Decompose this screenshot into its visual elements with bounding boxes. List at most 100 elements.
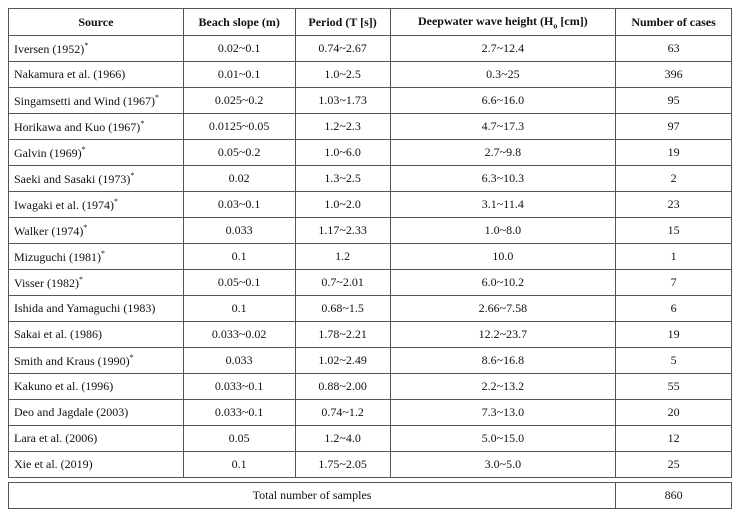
- footnote-mark: *: [154, 92, 159, 102]
- period-cell: 1.2: [294, 243, 391, 270]
- table-row: Nakamura et al. (1966) 0.01~0.1 1.0~2.5 0.3…: [8, 61, 732, 88]
- cases-cell: 20: [615, 399, 732, 426]
- cases-cell: 95: [615, 87, 732, 114]
- height-cell: 0.3~25: [389, 61, 617, 88]
- cases-cell: 97: [615, 113, 732, 140]
- period-cell: 1.03~1.73: [294, 87, 391, 114]
- height-cell: 3.1~11.4: [389, 191, 617, 218]
- slope-cell: 0.033~0.1: [182, 399, 296, 426]
- cases-cell: 19: [615, 321, 732, 348]
- height-cell: 5.0~15.0: [389, 425, 617, 452]
- footnote-mark: *: [113, 196, 118, 206]
- table-body: Iversen (1952)* 0.02~0.1 0.74~2.67 2.7~12.4…: [7, 35, 732, 509]
- source-cell: Ishida and Yamaguchi (1983): [8, 295, 184, 322]
- source-cell: Deo and Jagdale (2003): [8, 399, 184, 426]
- period-cell: 0.7~2.01: [294, 269, 391, 296]
- table-row: Singamsetti and Wind (1967)* 0.025~0.2 1.0…: [8, 87, 732, 114]
- table-row: Deo and Jagdale (2003) 0.033~0.1 0.74~1.2 7…: [8, 399, 732, 426]
- table-row: Saeki and Sasaki (1973)* 0.02 1.3~2.5 6.3~1…: [8, 165, 732, 192]
- footnote-mark: *: [140, 118, 145, 128]
- footnote-mark: *: [78, 274, 83, 284]
- source-text: Deo and Jagdale (2003): [14, 405, 129, 419]
- height-cell: 2.66~7.58: [389, 295, 617, 322]
- table-row: Kakuno et al. (1996) 0.033~0.1 0.88~2.00 2.…: [8, 373, 732, 400]
- source-cell: Iwagaki et al. (1974)*: [8, 191, 184, 218]
- source-cell: Saeki and Sasaki (1973)*: [8, 165, 184, 192]
- period-cell: 1.78~2.21: [294, 321, 391, 348]
- source-cell: Visser (1982)*: [8, 269, 184, 296]
- height-cell: 6.3~10.3: [389, 165, 617, 192]
- source-cell: Iversen (1952)*: [8, 35, 184, 62]
- source-cell: Singamsetti and Wind (1967)*: [8, 87, 184, 114]
- total-label: Total number of samples: [7, 482, 617, 509]
- slope-cell: 0.02~0.1: [182, 35, 296, 62]
- period-cell: 1.3~2.5: [294, 165, 391, 192]
- height-cell: 4.7~17.3: [389, 113, 617, 140]
- period-cell: 1.0~6.0: [294, 139, 391, 166]
- footnote-mark: *: [100, 248, 105, 258]
- header-row: Source Beach slope (m) Period (T [s]) Deepw…: [8, 8, 732, 36]
- source-cell: Mizuguchi (1981)*: [8, 243, 184, 270]
- footnote-mark: *: [81, 144, 86, 154]
- slope-cell: 0.033~0.02: [182, 321, 296, 348]
- height-cell: 2.7~9.8: [389, 139, 617, 166]
- period-cell: 0.74~1.2: [294, 399, 391, 426]
- cases-cell: 1: [615, 243, 732, 270]
- source-text: Smith and Kraus (1990): [14, 353, 130, 368]
- footnote-mark: *: [130, 170, 135, 180]
- source-cell: Horikawa and Kuo (1967)*: [8, 113, 184, 140]
- source-text: Kakuno et al. (1996): [14, 379, 114, 393]
- source-text: Iwagaki et al. (1974): [14, 197, 114, 212]
- column-header: Beach slope (m): [182, 8, 296, 36]
- slope-cell: 0.05: [182, 425, 296, 452]
- table-row: Iwagaki et al. (1974)* 0.03~0.1 1.0~2.0 3.1…: [8, 191, 732, 218]
- cases-cell: 2: [615, 165, 732, 192]
- cases-cell: 12: [615, 425, 732, 452]
- table-row: Xie et al. (2019) 0.1 1.75~2.05 3.0~5.0 25: [8, 451, 732, 478]
- source-text: Galvin (1969): [14, 145, 82, 160]
- height-cell: 2.7~12.4: [389, 35, 617, 62]
- table-row: Visser (1982)* 0.05~0.1 0.7~2.01 6.0~10.2 7: [8, 269, 732, 296]
- period-cell: 1.0~2.5: [294, 61, 391, 88]
- column-header: Period (T [s]): [294, 8, 391, 36]
- source-cell: Lara et al. (2006): [8, 425, 184, 452]
- header-subscript: o: [553, 21, 558, 31]
- slope-cell: 0.01~0.1: [182, 61, 296, 88]
- source-text: Walker (1974): [14, 223, 84, 238]
- period-cell: 1.17~2.33: [294, 217, 391, 244]
- header-text: Deepwater wave height (H: [417, 13, 554, 28]
- column-header: Source: [8, 8, 184, 36]
- period-cell: 1.0~2.0: [294, 191, 391, 218]
- height-cell: 8.6~16.8: [389, 347, 617, 374]
- footnote-mark: *: [84, 40, 89, 50]
- total-value: 860: [615, 482, 732, 509]
- height-cell: 12.2~23.7: [389, 321, 617, 348]
- slope-cell: 0.03~0.1: [182, 191, 296, 218]
- source-text: Ishida and Yamaguchi (1983): [14, 301, 156, 315]
- period-cell: 1.02~2.49: [294, 347, 391, 374]
- source-text: Mizuguchi (1981): [14, 249, 101, 264]
- source-text: Iversen (1952): [14, 41, 85, 56]
- footnote-mark: *: [129, 352, 134, 362]
- table-row: Lara et al. (2006) 0.05 1.2~4.0 5.0~15.0 12: [8, 425, 732, 452]
- source-cell: Smith and Kraus (1990)*: [8, 347, 184, 374]
- source-text: Visser (1982): [14, 275, 79, 290]
- source-text: Singamsetti and Wind (1967): [14, 93, 155, 108]
- table-row: Smith and Kraus (1990)* 0.033 1.02~2.49 8.6…: [8, 347, 732, 374]
- source-text: Saeki and Sasaki (1973): [14, 171, 131, 186]
- slope-cell: 0.02: [182, 165, 296, 192]
- cases-cell: 25: [615, 451, 732, 478]
- slope-cell: 0.1: [182, 295, 296, 322]
- period-cell: 0.88~2.00: [294, 373, 391, 400]
- source-text: Sakai et al. (1986): [14, 327, 102, 341]
- cases-cell: 7: [615, 269, 732, 296]
- source-cell: Walker (1974)*: [8, 217, 184, 244]
- slope-cell: 0.0125~0.05: [182, 113, 296, 140]
- cases-cell: 55: [615, 373, 732, 400]
- table-row: Mizuguchi (1981)* 0.1 1.2 10.0 1: [8, 243, 732, 270]
- table-row: Horikawa and Kuo (1967)* 0.0125~0.05 1.2~2…: [8, 113, 732, 140]
- period-cell: 0.74~2.67: [294, 35, 391, 62]
- table-row: Ishida and Yamaguchi (1983) 0.1 0.68~1.5 2.…: [8, 295, 732, 322]
- source-text: Nakamura et al. (1966): [14, 67, 126, 81]
